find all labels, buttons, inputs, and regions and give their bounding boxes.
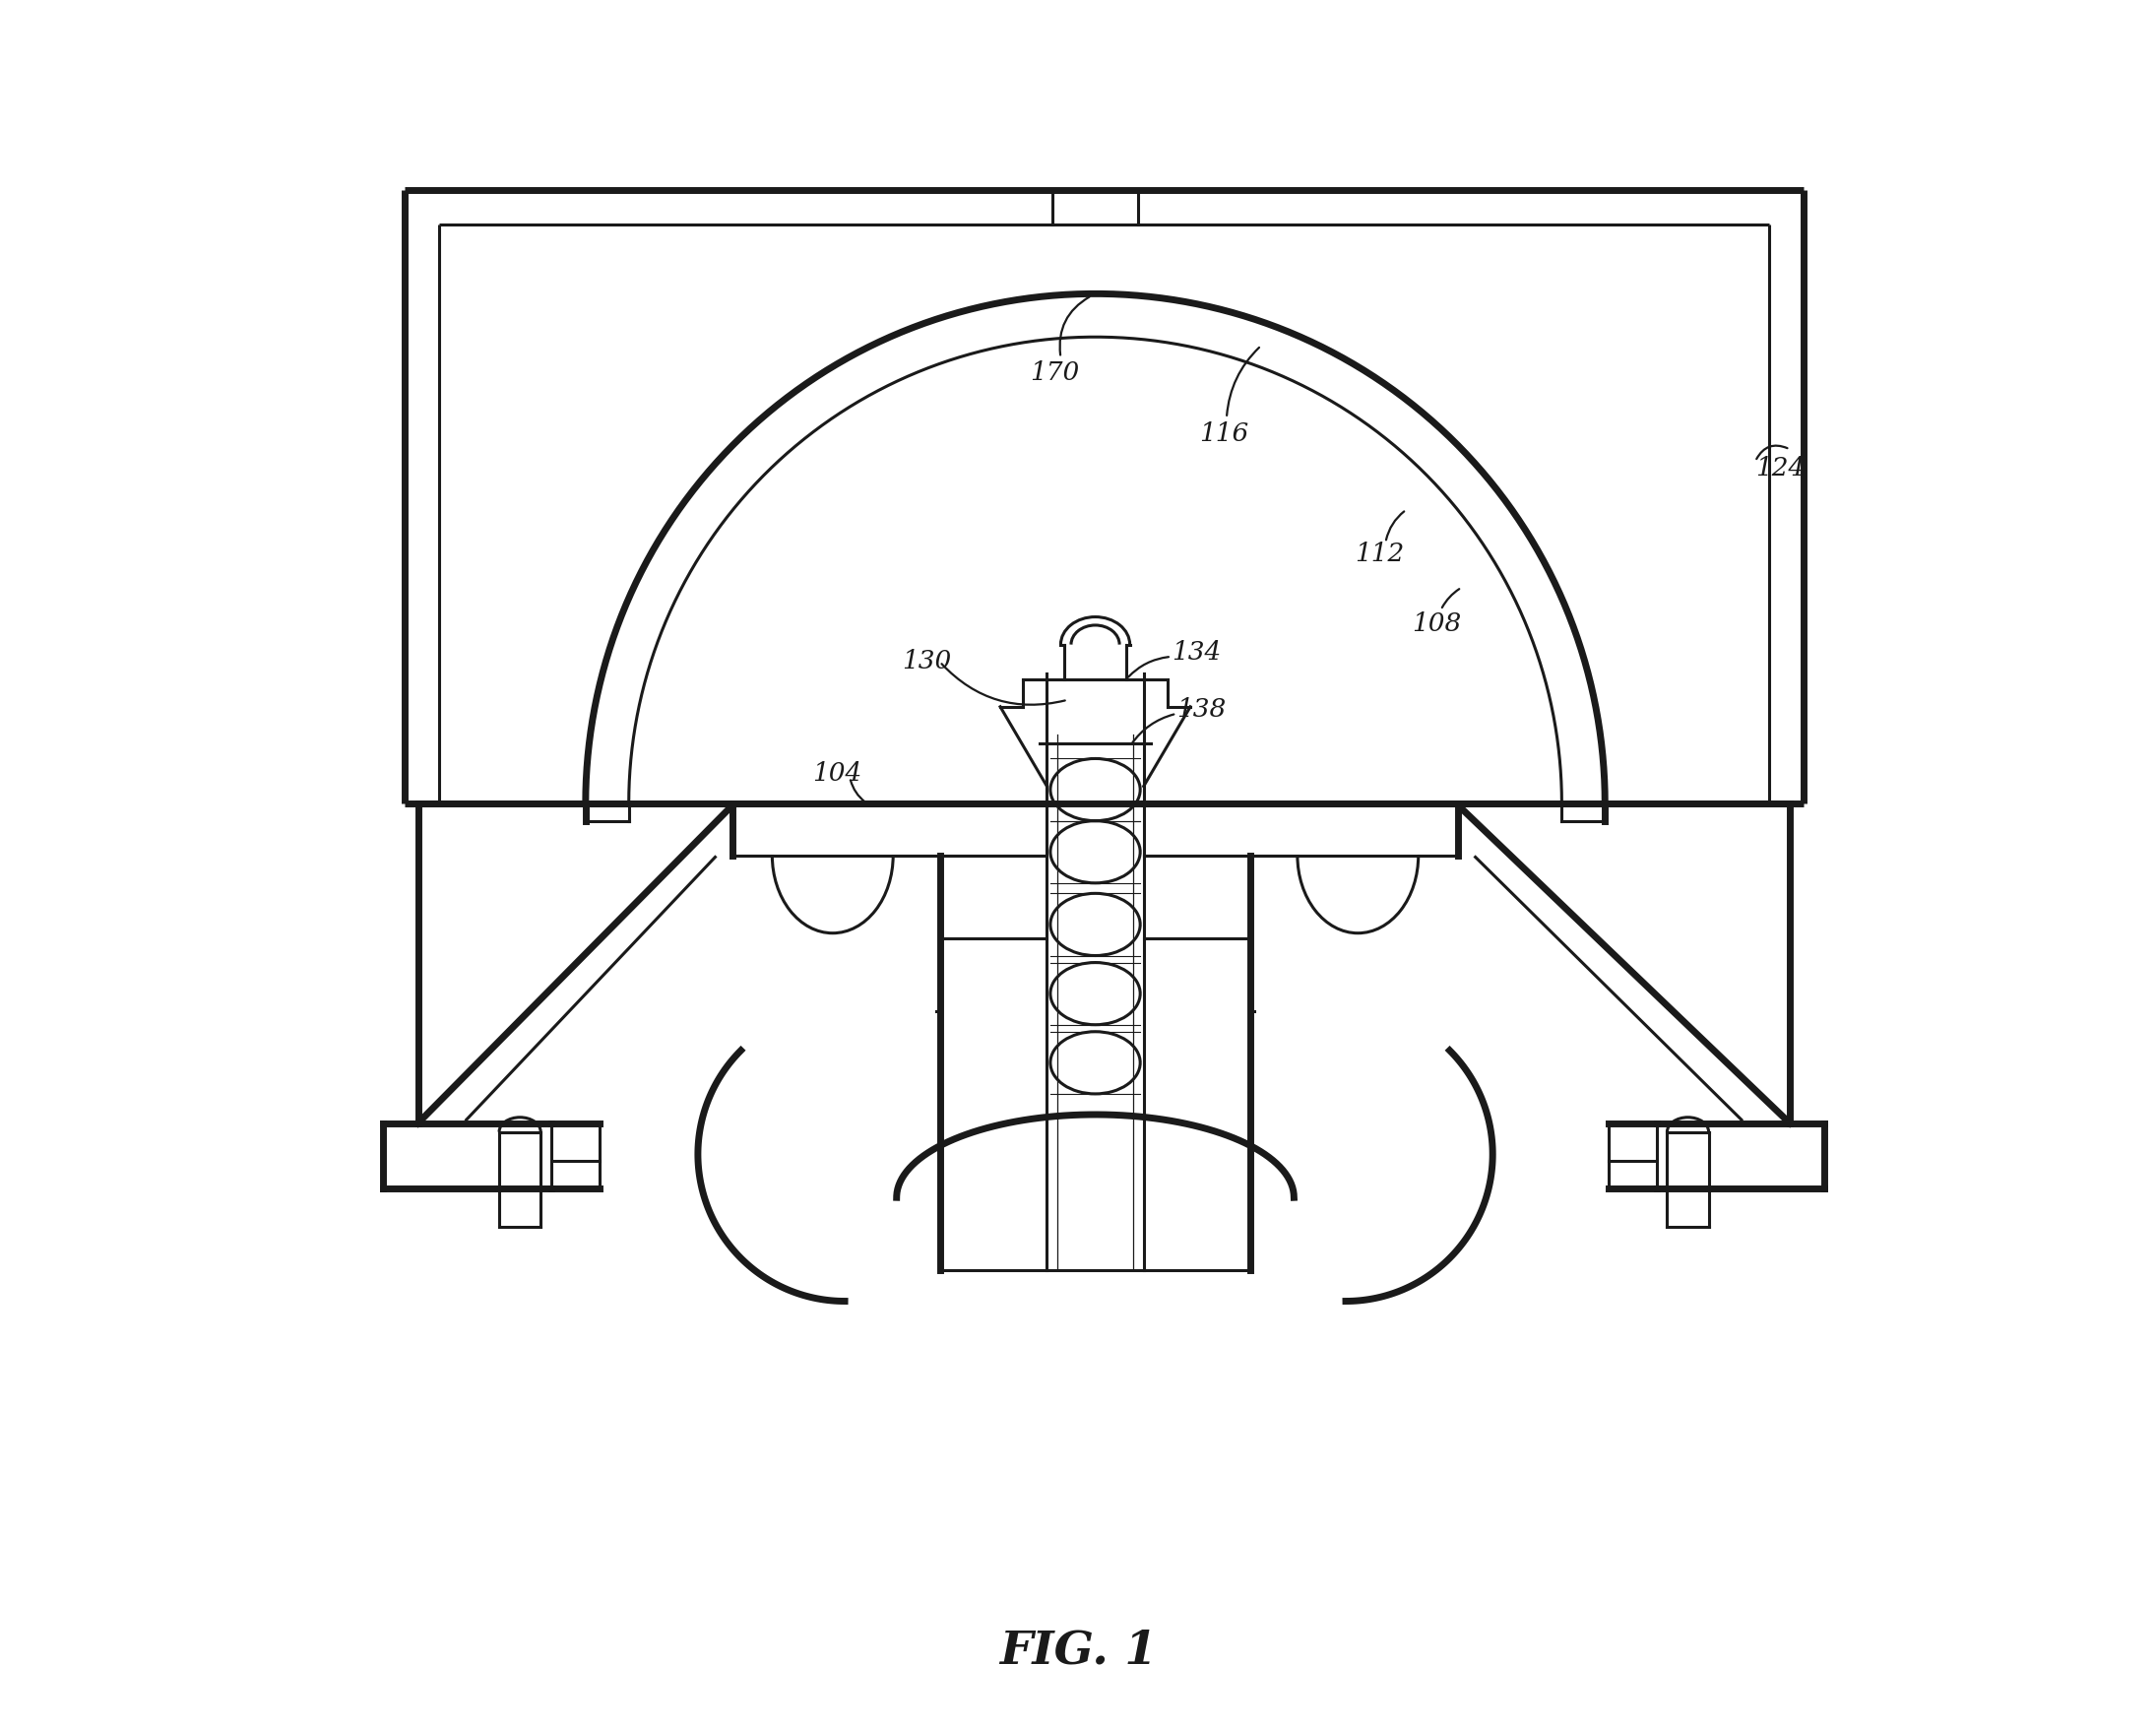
Text: FIG. 1: FIG. 1: [998, 1628, 1158, 1673]
Text: 134: 134: [1171, 641, 1220, 665]
Text: 116: 116: [1199, 422, 1248, 446]
Text: 138: 138: [1177, 698, 1227, 722]
Text: 130: 130: [901, 650, 951, 674]
Text: 112: 112: [1354, 543, 1404, 567]
Text: 170: 170: [1031, 361, 1080, 385]
Text: 104: 104: [813, 762, 862, 786]
Text: 108: 108: [1412, 612, 1462, 636]
Text: 124: 124: [1755, 456, 1805, 480]
